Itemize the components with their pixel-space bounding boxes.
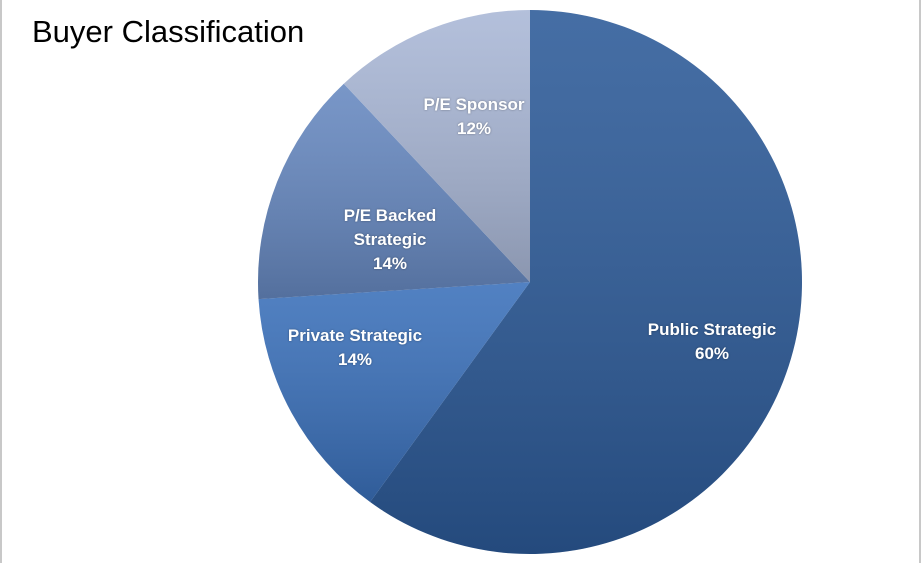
slice-value: 60% xyxy=(694,344,730,363)
slice-shade xyxy=(258,83,530,300)
slice-label: P/E Backed Strategic 14% xyxy=(330,204,450,276)
slice-name: Public Strategic xyxy=(647,320,777,339)
slice-value: 12% xyxy=(456,119,492,138)
slice-shade xyxy=(370,10,803,554)
slice-name: P/E Sponsor xyxy=(423,95,525,114)
slice-shade xyxy=(258,282,530,503)
slice-value: 14% xyxy=(337,350,373,369)
slice-name: P/E Backed Strategic xyxy=(343,206,437,249)
slice-label: Private Strategic 14% xyxy=(255,324,455,372)
slice-name: Private Strategic xyxy=(287,326,423,345)
slice-label: Public Strategic 60% xyxy=(612,318,812,366)
slice-value: 14% xyxy=(372,254,408,273)
slice-shade xyxy=(343,10,530,282)
chart-title: Buyer Classification xyxy=(32,14,305,49)
slice-label: P/E Sponsor 12% xyxy=(404,93,544,141)
